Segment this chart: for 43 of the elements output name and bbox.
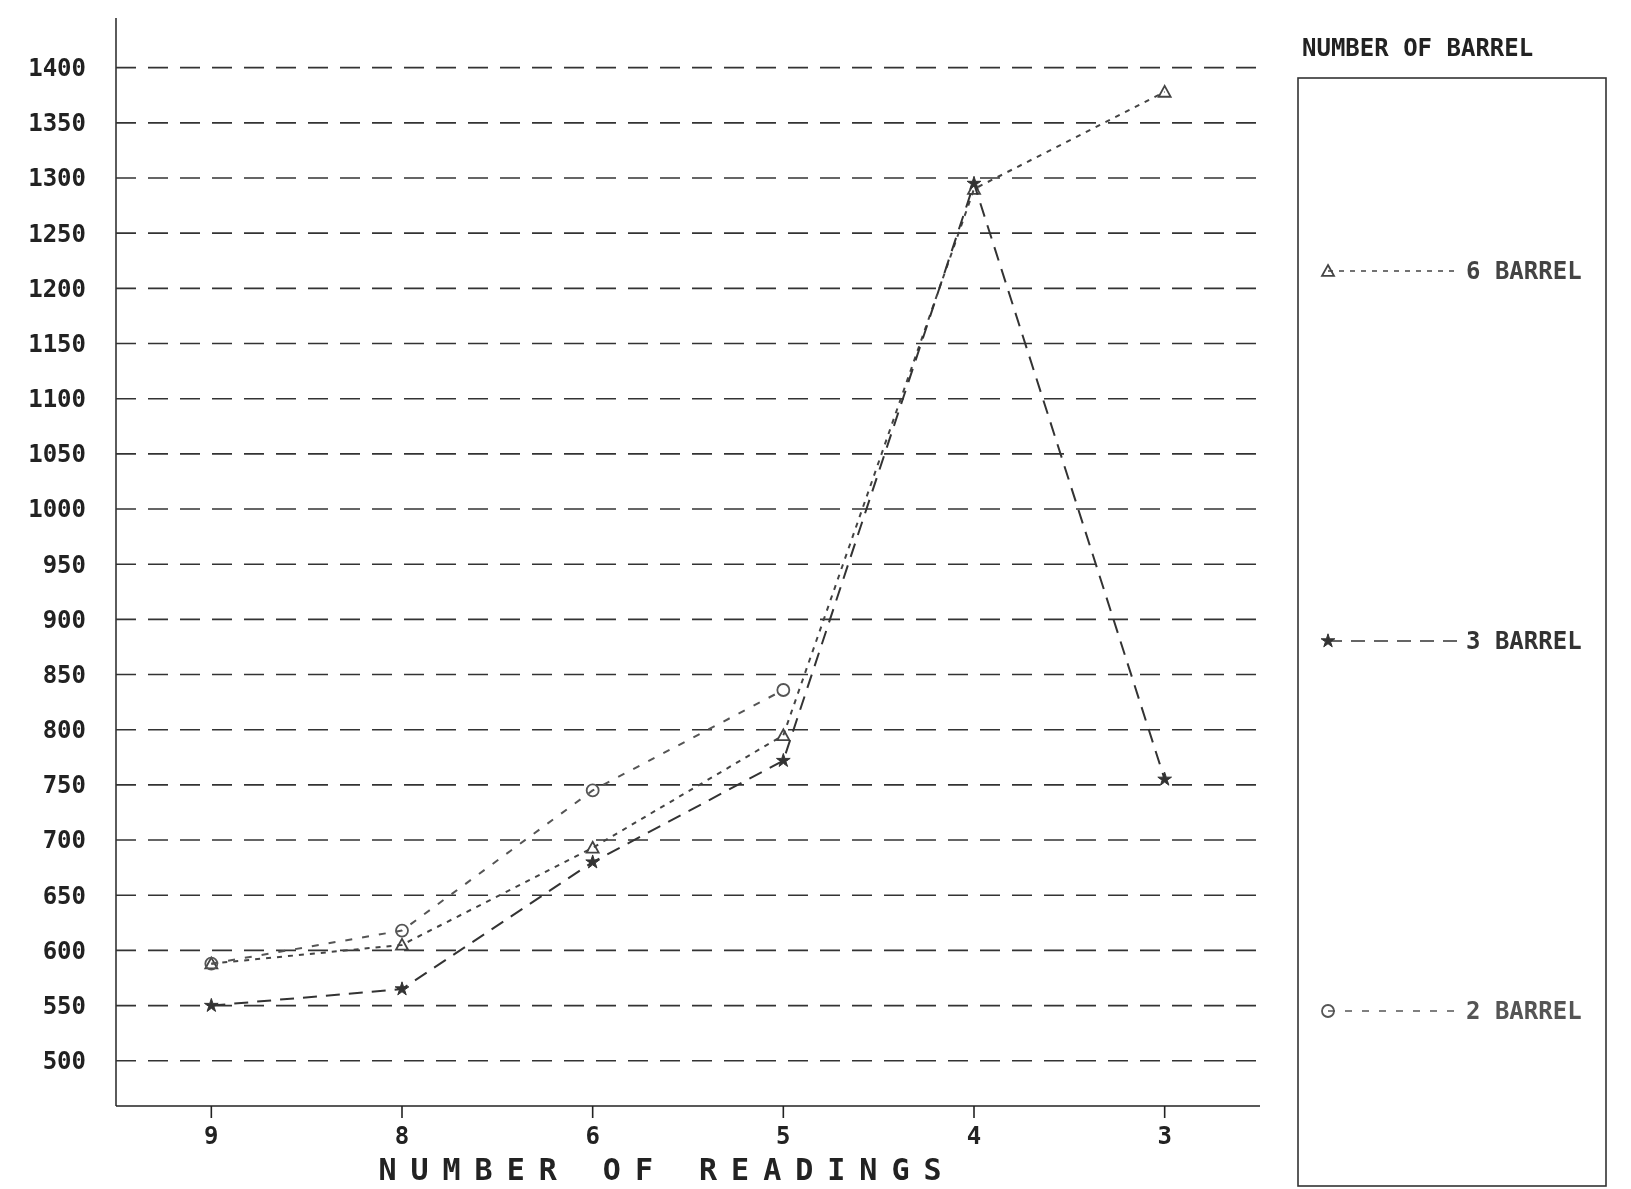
text: 3 BARREL <box>1466 627 1582 656</box>
y-tick-label: 900 <box>42 605 86 634</box>
y-tick-label: 800 <box>42 716 86 745</box>
point <box>966 175 982 190</box>
y-tick-label: 1350 <box>28 109 86 138</box>
point <box>395 938 409 951</box>
y-tick-label: 1050 <box>28 440 86 469</box>
legend-title: NUMBER OF BARREL <box>1302 34 1534 62</box>
y-tick-label: 550 <box>42 991 86 1020</box>
point <box>585 854 601 869</box>
point <box>585 840 600 854</box>
point <box>394 981 410 996</box>
point <box>203 997 219 1012</box>
y-tick-label: 1000 <box>28 495 86 524</box>
x-tick-label: 4 <box>966 1122 982 1150</box>
y-tick-label: 700 <box>42 826 86 855</box>
y-tick-label: 1250 <box>28 219 86 248</box>
point <box>776 683 791 697</box>
point <box>1157 85 1172 98</box>
point <box>776 728 791 741</box>
y-tick-label: 600 <box>42 936 86 965</box>
y-tick-label: 1200 <box>28 274 86 303</box>
y-tick-label: 850 <box>42 660 86 689</box>
x-tick-label: 9 <box>204 1122 219 1150</box>
text: 6 BARREL <box>1466 257 1582 286</box>
text: 2 BARREL <box>1466 997 1582 1026</box>
x-tick-label: 5 <box>776 1122 791 1150</box>
y-tick-label: 750 <box>42 771 86 800</box>
y-tick-label: 650 <box>42 881 86 910</box>
y-tick-label: 1150 <box>28 329 86 358</box>
y-tick-label: 1100 <box>28 385 86 414</box>
x-tick-label: 8 <box>394 1122 410 1150</box>
x-tick-label: 3 <box>1157 1122 1172 1150</box>
x-tick-label: 6 <box>585 1122 600 1150</box>
x-axis-title: NUMBER OF READINGS <box>378 1152 956 1187</box>
y-tick-label: 950 <box>42 550 86 579</box>
y-tick-label: 1400 <box>28 54 86 83</box>
y-tick-label: 500 <box>42 1047 86 1076</box>
point <box>1157 771 1173 786</box>
y-tick-label: 1300 <box>28 164 86 193</box>
point <box>585 783 600 798</box>
point <box>395 923 409 938</box>
point <box>775 752 791 767</box>
